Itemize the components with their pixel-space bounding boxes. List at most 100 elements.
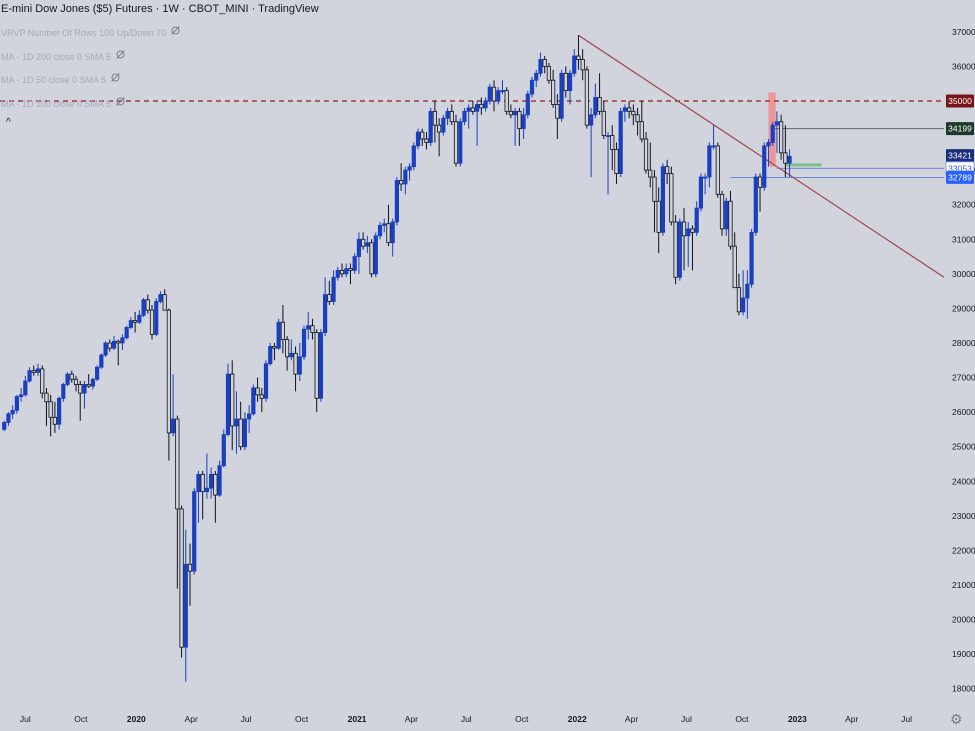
x-tick-label: Jul (20, 714, 31, 724)
x-tick-label: 2021 (348, 714, 367, 724)
candle (677, 218, 682, 281)
candle (31, 365, 36, 376)
candle (238, 401, 243, 451)
candle-body (694, 207, 699, 233)
candle (656, 187, 661, 254)
x-tick-label: Oct (74, 714, 88, 724)
candle (103, 341, 108, 357)
candle (209, 467, 214, 499)
candle (69, 370, 74, 383)
indicator-ma-100[interactable]: MA - 1D 100 close 0 SMA 5 (1, 96, 126, 109)
eye-hidden-icon[interactable] (170, 25, 181, 38)
y-tick-label: 18000 (952, 684, 975, 694)
candle-body (774, 121, 780, 126)
candle-body (715, 145, 720, 195)
candle (285, 336, 290, 371)
candle (618, 107, 623, 178)
candle (753, 173, 758, 236)
candle-body (411, 145, 416, 168)
candle (715, 142, 720, 198)
candle-body (255, 387, 260, 396)
candle-body (318, 332, 323, 399)
indicator-label: MA - 1D 50 close 0 SMA 5 (1, 75, 107, 85)
candle (99, 353, 104, 369)
indicator-ma-50[interactable]: MA - 1D 50 close 0 SMA 5 (1, 72, 121, 85)
eye-hidden-icon[interactable] (110, 72, 121, 85)
candle-body (584, 69, 590, 126)
candle-body (179, 508, 184, 648)
candle (690, 225, 695, 271)
candle-body (631, 110, 636, 116)
candle-body (724, 200, 729, 230)
candle (234, 391, 239, 454)
price-badge (946, 122, 974, 136)
candle-body (230, 373, 235, 427)
candle (774, 111, 780, 153)
candle-body (703, 176, 708, 179)
candle-body (103, 342, 108, 356)
candle-body (432, 110, 438, 126)
candle (128, 317, 133, 330)
candle (681, 208, 687, 271)
candle (272, 342, 277, 361)
candle (736, 273, 742, 316)
candle-body (656, 200, 661, 233)
candle-body (310, 325, 315, 334)
indicator-vrvp[interactable]: VRVP Number Of Rows 100 Up/Down 70 (1, 25, 181, 38)
candle-body (369, 242, 374, 275)
price-badge (946, 149, 974, 163)
candle (462, 107, 467, 126)
candle-body (293, 352, 298, 375)
candle (263, 360, 269, 402)
candle-body (128, 320, 133, 328)
candle (361, 232, 366, 250)
candle (483, 97, 488, 112)
y-tick-label: 29000 (952, 303, 975, 313)
candle (694, 201, 699, 236)
candle (2, 420, 7, 432)
collapse-legend-button[interactable]: ^ (6, 117, 11, 128)
candle (707, 142, 712, 188)
candle (407, 163, 412, 181)
candle (441, 114, 446, 136)
indicator-ma-200[interactable]: MA - 1D 200 close 0 SMA 5 (1, 49, 126, 62)
candle-body (610, 135, 615, 150)
candle (580, 49, 585, 81)
candle (584, 66, 590, 129)
candle-body (78, 384, 83, 394)
candle (293, 346, 298, 392)
eye-hidden-icon[interactable] (115, 96, 126, 109)
candle (491, 80, 497, 112)
candle-body (517, 110, 522, 130)
candle-body (525, 93, 530, 116)
candle-body (263, 363, 269, 399)
candle-body (382, 223, 387, 226)
candle (517, 107, 522, 146)
candle (124, 325, 129, 340)
x-tick-label: Apr (185, 714, 198, 724)
candle (187, 543, 193, 606)
candle-body (48, 401, 53, 418)
y-tick-label: 30000 (952, 269, 975, 279)
candle-body (2, 422, 7, 430)
price-badge-label: 33421 (948, 151, 972, 161)
candle-body (31, 370, 36, 373)
candle-body (99, 354, 104, 368)
eye-hidden-icon[interactable] (115, 49, 126, 62)
candle (145, 294, 150, 314)
candle-body (462, 110, 467, 123)
candle-body (420, 131, 425, 140)
candle-body (555, 104, 560, 119)
gear-icon[interactable]: ⚙ (950, 711, 963, 727)
candle (711, 125, 716, 150)
candle (86, 374, 91, 388)
candle-body (496, 90, 501, 102)
candle-body (627, 107, 632, 112)
candle-body (365, 242, 370, 247)
candle-body (280, 321, 285, 340)
candle (318, 329, 323, 402)
candle-body (639, 121, 644, 140)
candle-body (428, 110, 433, 143)
